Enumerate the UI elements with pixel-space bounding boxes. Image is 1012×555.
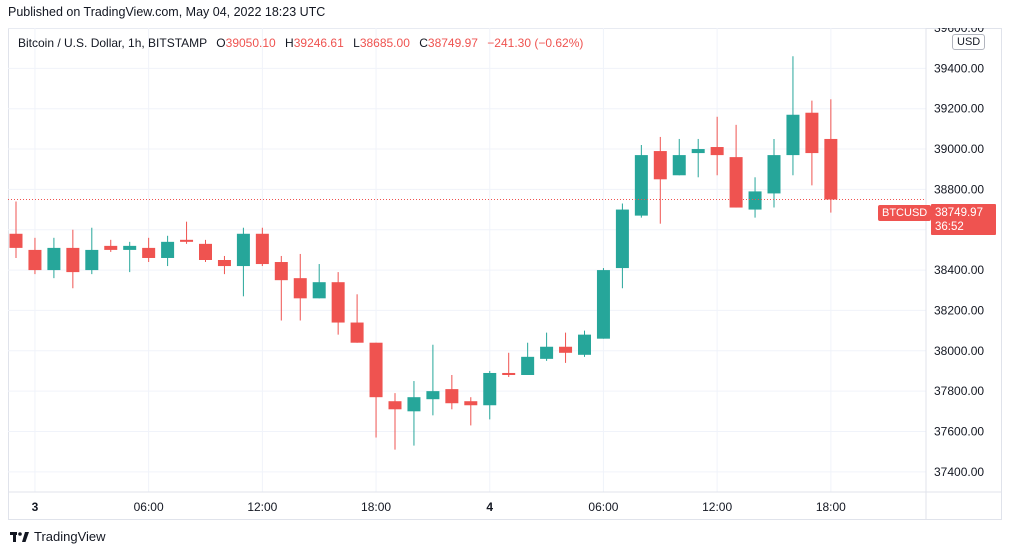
candle-body	[578, 334, 591, 355]
last-price-value: 38749.97	[935, 207, 983, 219]
price-tick-label: 39400.00	[934, 61, 984, 75]
candle-body	[691, 149, 705, 154]
price-tick-label: 37800.00	[934, 384, 984, 398]
high-label: H	[285, 36, 294, 50]
candle-body	[85, 249, 99, 271]
candle-body	[653, 151, 667, 180]
time-tick-label: 18:00	[816, 500, 846, 514]
candle-body	[748, 191, 762, 210]
time-tick-label: 12:00	[702, 500, 732, 514]
candle-body	[142, 247, 156, 258]
time-tick-label: 06:00	[134, 500, 164, 514]
time-axis: 3 06:00 12:00 18:00 4 06:00 12:00 18:00	[8, 491, 1002, 514]
price-tick-label: 39200.00	[934, 102, 984, 116]
candle-body	[9, 233, 23, 248]
symbol-title: Bitcoin / U.S. Dollar, 1h, BITSTAMP	[18, 36, 207, 50]
low-label: L	[353, 36, 360, 50]
published-caption: Published on TradingView.com, May 04, 20…	[8, 5, 326, 19]
candle-body	[274, 262, 288, 281]
low-value: 38685.00	[359, 36, 410, 50]
price-tick-label: 39000.00	[934, 142, 984, 156]
close-label: C	[419, 36, 428, 50]
candle-body	[596, 270, 610, 339]
price-tick-label: 38800.00	[934, 182, 984, 196]
candle-body	[255, 233, 269, 265]
symbol-price-label: BTCUSD	[878, 205, 932, 221]
price-tick-label: 39600.00	[934, 28, 984, 35]
candle-body	[805, 112, 819, 154]
time-tick-label: 18:00	[361, 500, 391, 514]
candle-body	[710, 147, 724, 156]
time-tick-label: 3	[32, 500, 39, 514]
high-value: 39246.61	[293, 36, 344, 50]
price-tick-label: 37600.00	[934, 424, 984, 438]
candle-body	[824, 138, 838, 200]
candle-body	[161, 241, 175, 258]
candle-body	[407, 397, 421, 412]
candle-body	[104, 245, 118, 250]
candle-body	[767, 155, 781, 194]
candle-body	[350, 322, 364, 343]
candle-body	[28, 249, 42, 271]
price-tick-label: 38400.00	[934, 263, 984, 277]
time-tick-label: 4	[486, 500, 493, 514]
candle-body	[66, 247, 80, 273]
candle-body	[521, 356, 535, 375]
open-label: O	[216, 36, 226, 50]
candlestick-chart[interactable]: 37400.00 37600.00 37800.00 38000.00 38200.00…	[8, 28, 1002, 520]
candle-body	[672, 155, 686, 176]
candle-body	[559, 346, 573, 353]
candle-body	[634, 155, 648, 216]
candle-body	[123, 245, 137, 250]
candle-body	[502, 372, 516, 375]
candle-body	[331, 282, 345, 323]
price-tick-label: 37400.00	[934, 465, 984, 479]
candle-body	[236, 233, 250, 267]
last-price-tag: 38749.97 36:52	[931, 204, 996, 235]
candle-body	[615, 209, 629, 269]
candle-body	[426, 391, 440, 400]
footer-brand-label: TradingView	[34, 529, 106, 544]
candle-body	[540, 346, 554, 359]
candle-body	[388, 401, 402, 410]
bar-countdown: 36:52	[935, 221, 964, 233]
price-axis: 37400.00 37600.00 37800.00 38000.00 38200.00…	[925, 28, 984, 520]
currency-badge[interactable]: USD	[952, 34, 986, 50]
candle-body	[199, 243, 212, 260]
ohlc-legend: Bitcoin / U.S. Dollar, 1h, BITSTAMP O390…	[18, 36, 583, 50]
footer-brand[interactable]: TradingView	[10, 529, 106, 544]
tradingview-logo-icon	[10, 531, 29, 542]
close-value: 38749.97	[427, 36, 478, 50]
time-tick-label: 06:00	[588, 500, 618, 514]
candle-body	[369, 342, 383, 398]
candle-body	[47, 247, 61, 271]
candle-body	[464, 401, 478, 406]
candle-body	[312, 282, 326, 299]
candles	[9, 56, 838, 450]
candle-body	[293, 278, 307, 299]
price-tick-label: 38200.00	[934, 303, 984, 317]
candle-body	[217, 260, 231, 267]
candle-body	[786, 114, 800, 156]
candle-body	[729, 157, 743, 208]
candle-body	[445, 389, 459, 404]
candle-body	[180, 239, 194, 242]
price-tick-label: 38000.00	[934, 344, 984, 358]
time-tick-label: 12:00	[247, 500, 277, 514]
open-value: 39050.10	[225, 36, 276, 50]
chart-grid	[8, 28, 926, 492]
change-value: −241.30 (−0.62%)	[487, 36, 584, 50]
candle-body	[483, 372, 497, 406]
